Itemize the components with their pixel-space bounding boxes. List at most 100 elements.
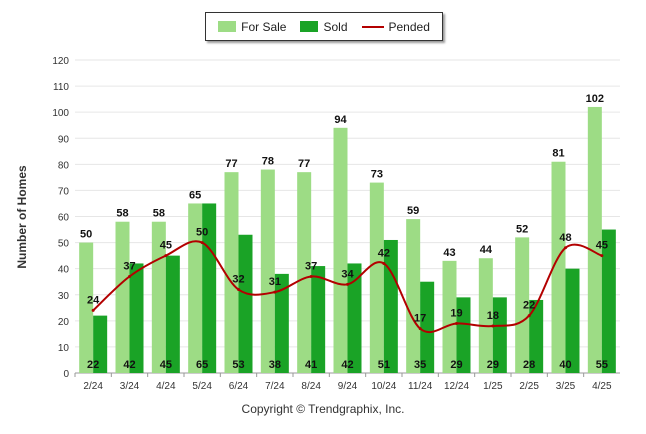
point-pended-9-24 — [346, 282, 349, 286]
bar-for-sale-3-24 — [115, 221, 130, 373]
bar-for-sale-6-24 — [224, 172, 239, 373]
label-for-sale-3-24: 58 — [116, 208, 128, 220]
label-pended-5-24: 50 — [196, 227, 208, 239]
legend-label-pended: Pended — [388, 19, 430, 34]
label-for-sale-9-24: 94 — [334, 114, 347, 126]
x-tick-label-4-25: 4/25 — [592, 381, 612, 392]
label-sold-3-24: 42 — [123, 359, 135, 371]
y-tick-label-0: 0 — [63, 369, 69, 380]
bar-sold-4-25 — [601, 229, 616, 373]
legend-swatch-pended — [361, 25, 384, 28]
bar-sold-8-24 — [311, 266, 326, 373]
label-sold-1-25: 29 — [487, 359, 499, 371]
bar-for-sale-7-24 — [260, 169, 275, 373]
label-for-sale-4-25: 102 — [586, 93, 604, 105]
label-for-sale-12-24: 43 — [443, 247, 455, 259]
bar-for-sale-2-25 — [515, 237, 530, 373]
bar-for-sale-1-25 — [478, 258, 493, 373]
bar-sold-4-24 — [165, 255, 180, 373]
legend-item-sold[interactable]: Sold — [300, 19, 348, 34]
bar-for-sale-3-25 — [551, 161, 566, 373]
label-sold-6-24: 53 — [232, 359, 244, 371]
bar-for-sale-11-24 — [406, 219, 421, 373]
bar-for-sale-4-25 — [587, 106, 602, 373]
y-tick-label-60: 60 — [58, 213, 70, 224]
y-tick-label-10: 10 — [58, 343, 70, 354]
x-tick-label-5-24: 5/24 — [192, 381, 212, 392]
label-pended-6-24: 32 — [232, 274, 244, 286]
label-for-sale-11-24: 59 — [407, 205, 419, 217]
x-tick-label-3-25: 3/25 — [556, 381, 576, 392]
x-tick-label-1-25: 1/25 — [483, 381, 503, 392]
y-tick-label-50: 50 — [58, 239, 70, 250]
label-pended-3-25: 48 — [559, 232, 571, 244]
point-pended-2-24 — [91, 308, 95, 312]
label-for-sale-5-24: 65 — [189, 189, 201, 201]
y-tick-label-80: 80 — [58, 160, 70, 171]
x-tick-label-9-24: 9/24 — [338, 381, 358, 392]
x-tick-label-4-24: 4/24 — [156, 381, 176, 392]
legend-swatch-sold — [300, 21, 319, 32]
bar-sold-3-25 — [565, 268, 580, 373]
point-pended-3-25 — [564, 246, 567, 250]
label-for-sale-1-25: 44 — [480, 244, 493, 256]
label-for-sale-2-24: 50 — [80, 229, 92, 241]
label-sold-10-24: 51 — [378, 359, 390, 371]
label-sold-5-24: 65 — [196, 359, 208, 371]
legend-label-for-sale: For Sale — [241, 19, 287, 34]
point-pended-1-25 — [491, 324, 495, 328]
y-tick-label-40: 40 — [58, 265, 70, 276]
copyright-text: Copyright © Trendgraphix, Inc. — [241, 402, 405, 416]
x-tick-label-6-24: 6/24 — [229, 381, 249, 392]
legend-item-pended[interactable]: Pended — [361, 19, 430, 34]
label-for-sale-3-25: 81 — [552, 148, 564, 160]
label-for-sale-6-24: 77 — [225, 158, 237, 170]
point-pended-6-24 — [237, 288, 240, 292]
x-tick-label-8-24: 8/24 — [301, 381, 321, 392]
legend-label-sold: Sold — [323, 19, 348, 34]
label-pended-2-24: 24 — [87, 294, 100, 306]
point-pended-8-24 — [309, 274, 313, 278]
bar-for-sale-8-24 — [297, 172, 312, 373]
bar-for-sale-12-24 — [442, 260, 457, 373]
label-sold-4-24: 45 — [160, 359, 172, 371]
y-tick-label-120: 120 — [52, 56, 69, 67]
bar-sold-1-25 — [492, 297, 507, 373]
x-tick-label-12-24: 12/24 — [444, 381, 469, 392]
label-for-sale-2-25: 52 — [516, 223, 528, 235]
legend-swatch-for-sale — [218, 21, 237, 32]
x-tick-label-7-24: 7/24 — [265, 381, 285, 392]
x-tick-label-3-24: 3/24 — [120, 381, 140, 392]
x-tick-label-10-24: 10/24 — [371, 381, 396, 392]
bar-for-sale-10-24 — [369, 182, 384, 373]
label-for-sale-8-24: 77 — [298, 158, 310, 170]
label-for-sale-4-24: 58 — [153, 208, 165, 220]
point-pended-11-24 — [418, 327, 422, 331]
point-pended-2-25 — [527, 314, 531, 318]
label-pended-1-25: 18 — [487, 310, 499, 322]
label-pended-7-24: 31 — [269, 276, 281, 288]
label-pended-12-24: 19 — [450, 307, 462, 319]
legend-item-for-sale[interactable]: For Sale — [218, 20, 286, 34]
label-sold-7-24: 38 — [269, 359, 281, 371]
bar-for-sale-2-24 — [79, 242, 94, 373]
label-pended-2-25: 22 — [523, 300, 535, 312]
point-pended-12-24 — [455, 321, 458, 325]
bar-sold-3-24 — [129, 263, 144, 373]
x-tick-label-11-24: 11/24 — [408, 381, 433, 392]
label-sold-11-24: 35 — [414, 359, 426, 371]
bar-for-sale-5-24 — [188, 203, 203, 373]
label-sold-2-24: 22 — [87, 359, 99, 371]
point-pended-7-24 — [273, 290, 277, 294]
y-tick-label-110: 110 — [53, 82, 69, 93]
point-pended-4-24 — [164, 254, 168, 258]
y-tick-label-90: 90 — [58, 134, 70, 145]
label-sold-2-25: 28 — [523, 359, 535, 371]
label-pended-8-24: 37 — [305, 260, 317, 272]
chart-legend: For Sale Sold Pended — [205, 12, 443, 41]
point-pended-10-24 — [382, 261, 386, 265]
y-tick-label-70: 70 — [58, 186, 70, 197]
label-sold-4-25: 55 — [596, 359, 608, 371]
bar-sold-11-24 — [420, 281, 435, 373]
label-pended-9-24: 34 — [341, 268, 354, 280]
